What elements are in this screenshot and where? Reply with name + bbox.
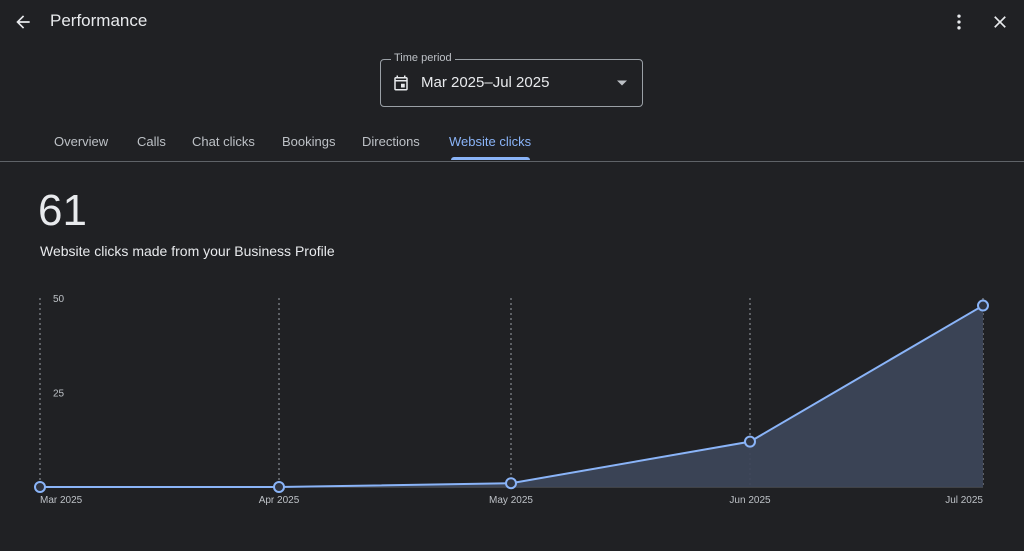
more-options-button[interactable] xyxy=(946,9,972,35)
x-tick-label-3: Jun 2025 xyxy=(729,495,771,506)
back-button[interactable] xyxy=(10,9,36,35)
metric-description: Website clicks made from your Business P… xyxy=(40,243,335,259)
data-point-0 xyxy=(34,481,46,493)
series-area xyxy=(40,305,983,487)
close-button[interactable] xyxy=(987,9,1013,35)
tab-calls[interactable]: Calls xyxy=(137,134,166,149)
x-tick-label-4: Jul 2025 xyxy=(945,495,983,506)
tab-website-clicks[interactable]: Website clicks xyxy=(449,134,532,149)
tab-bar: Overview Calls Chat clicks Bookings Dire… xyxy=(0,124,1024,162)
website-clicks-chart: 25 50 Mar 2025 Apr 2025 May 2025 Jun 2025 Jul … xyxy=(0,280,1024,520)
time-period-value: Mar 2025–Jul 2025 xyxy=(421,74,550,91)
y-tick-label-0: 25 xyxy=(53,389,65,400)
close-icon xyxy=(994,16,1006,28)
more-vert-icon xyxy=(957,14,961,30)
tab-overview[interactable]: Overview xyxy=(54,134,109,149)
x-tick-label-0: Mar 2025 xyxy=(40,495,83,506)
page-title: Performance xyxy=(50,11,148,30)
metric-value: 61 xyxy=(38,186,87,235)
x-tick-label-2: May 2025 xyxy=(489,495,533,506)
time-period-label: Time period xyxy=(391,52,455,64)
arrow-back-icon xyxy=(16,15,30,29)
caret-down-icon xyxy=(617,80,627,86)
data-point-4 xyxy=(977,299,989,312)
time-period-select[interactable]: Time period Mar 2025–Jul 2025 xyxy=(380,52,643,107)
data-point-1 xyxy=(273,481,285,493)
tab-bookings[interactable]: Bookings xyxy=(282,134,336,149)
data-point-2 xyxy=(505,477,517,490)
tab-chat-clicks[interactable]: Chat clicks xyxy=(192,134,255,149)
app-header: Performance xyxy=(0,0,1024,44)
x-tick-label-1: Apr 2025 xyxy=(259,495,300,506)
calendar-icon xyxy=(394,75,408,91)
chart-svg: 25 50 Mar 2025 Apr 2025 May 2025 Jun 2025 Jul … xyxy=(34,294,989,506)
y-tick-label-1: 50 xyxy=(53,294,65,305)
tab-directions[interactable]: Directions xyxy=(362,134,420,149)
active-tab-indicator xyxy=(451,157,530,160)
data-point-3 xyxy=(744,435,756,448)
